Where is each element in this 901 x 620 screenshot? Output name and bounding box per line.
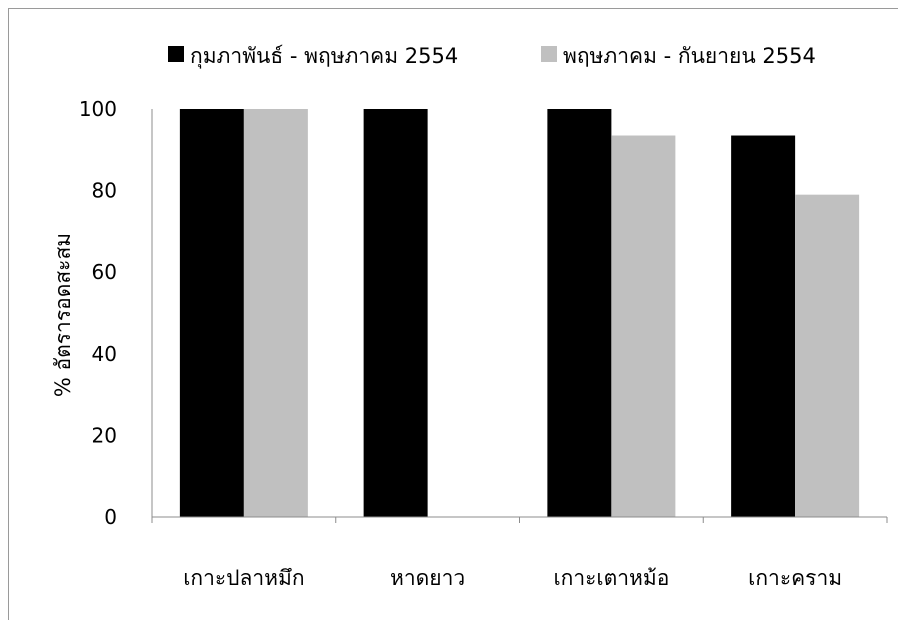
bar <box>179 109 244 517</box>
bar <box>795 194 860 517</box>
x-category-label: เกาะปลาหมึก <box>183 566 304 590</box>
y-tick-label: 60 <box>92 260 117 284</box>
legend-swatch <box>541 46 557 62</box>
y-tick-label: 0 <box>104 505 117 529</box>
y-tick-label: 20 <box>92 423 117 447</box>
bar <box>243 109 308 517</box>
legend: กุมภาพันธ์ - พฤษภาคม 2554 พฤษภาคม - กันยา… <box>168 44 816 69</box>
x-category-label: เกาะคราม <box>748 566 842 590</box>
legend-label: กุมภาพันธ์ - พฤษภาคม 2554 <box>190 44 458 69</box>
x-category-label: เกาะเตาหม้อ <box>553 566 669 590</box>
y-tick-label: 80 <box>92 179 117 203</box>
bar <box>547 109 612 517</box>
legend-swatch <box>168 46 184 62</box>
y-tick-label: 40 <box>92 342 117 366</box>
x-category-label: หาดยาว <box>390 566 465 590</box>
chart-frame <box>8 8 898 620</box>
y-axis: 0 20 40 60 80 100 <box>79 97 153 529</box>
bar <box>611 135 676 517</box>
legend-label: พฤษภาคม - กันยายน 2554 <box>563 44 816 68</box>
x-axis: เกาะปลาหมึก หาดยาว เกาะเตาหม้อ เกาะคราม <box>151 516 888 590</box>
y-tick-label: 100 <box>79 97 117 121</box>
bar <box>731 135 796 517</box>
bars <box>179 109 860 517</box>
y-axis-title: % อัตรารอดสะสม <box>51 233 75 397</box>
bar <box>363 109 428 517</box>
